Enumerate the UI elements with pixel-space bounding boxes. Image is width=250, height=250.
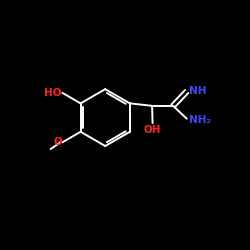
Text: NH: NH [189,86,206,96]
Text: O: O [53,137,62,147]
Text: OH: OH [144,125,161,135]
Text: HO: HO [44,88,61,98]
Text: NH₂: NH₂ [189,115,211,125]
